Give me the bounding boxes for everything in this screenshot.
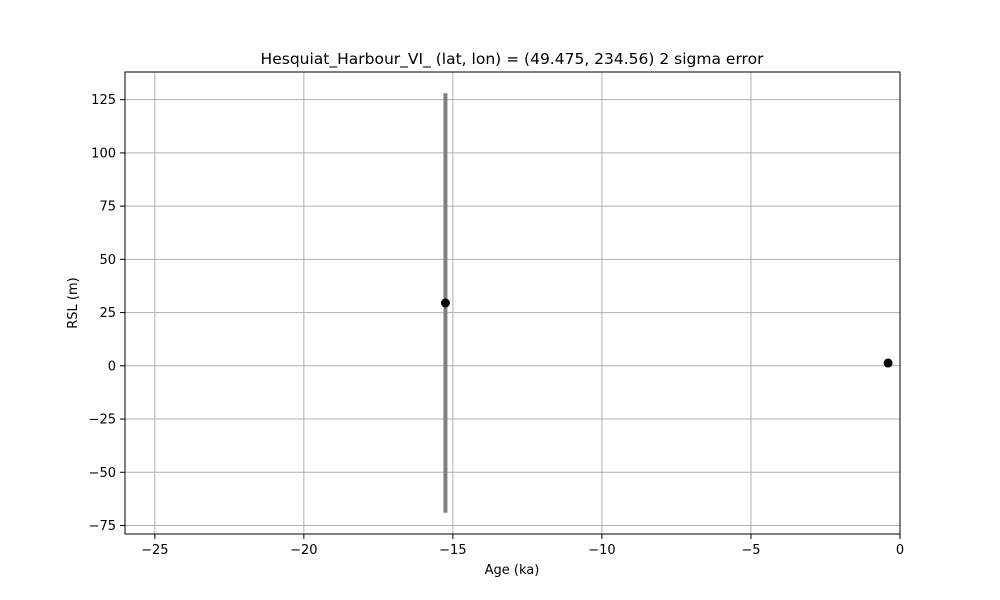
y-tick-label: −75 (89, 519, 116, 534)
y-axis-ticks: −75 −50 −25 0 25 50 75 100 125 (89, 93, 125, 534)
y-axis-label: RSL (m) (66, 277, 81, 328)
x-tick-label: −10 (588, 543, 615, 558)
x-axis-label: Age (ka) (485, 563, 540, 578)
y-tick-label: 50 (99, 253, 116, 268)
plot-frame (124, 71, 901, 535)
data-points (440, 298, 893, 368)
data-point (883, 358, 893, 368)
y-tick-label: 75 (99, 200, 116, 215)
y-tick-label: 125 (91, 93, 116, 108)
x-tick-label: −25 (141, 543, 168, 558)
y-tick-label: 25 (99, 306, 116, 321)
x-tick-label: 0 (896, 543, 904, 558)
y-tick-label: −50 (89, 466, 116, 481)
y-tick-label: 0 (108, 359, 116, 374)
data-point (440, 298, 450, 308)
y-tick-label: 100 (91, 146, 116, 161)
grid (125, 72, 901, 534)
x-tick-label: −20 (290, 543, 317, 558)
y-tick-label: −25 (89, 413, 116, 428)
x-tick-label: −5 (741, 543, 760, 558)
chart-title: Hesquiat_Harbour_VI_ (lat, lon) = (49.47… (261, 50, 765, 69)
x-tick-label: −15 (439, 543, 466, 558)
x-axis-ticks: −25 −20 −15 −10 −5 0 (141, 534, 904, 558)
